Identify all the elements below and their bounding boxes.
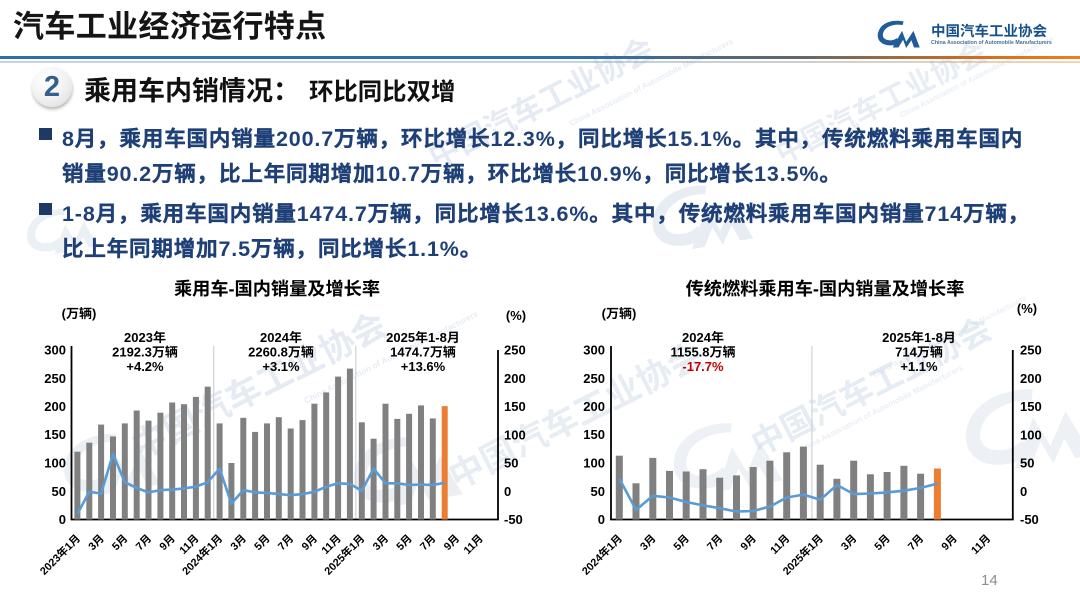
svg-text:11月: 11月 — [460, 531, 487, 558]
svg-text:11月: 11月 — [766, 531, 793, 558]
svg-text:200: 200 — [44, 396, 66, 415]
svg-text:150: 150 — [504, 396, 526, 415]
svg-text:150: 150 — [1020, 396, 1042, 415]
svg-text:3月: 3月 — [84, 531, 107, 554]
svg-text:7月: 7月 — [904, 531, 927, 554]
svg-text:3月: 3月 — [837, 531, 860, 554]
svg-text:2024年: 2024年 — [682, 327, 724, 346]
svg-text:250: 250 — [1020, 340, 1042, 359]
svg-text:50: 50 — [591, 481, 605, 500]
svg-text:5月: 5月 — [392, 531, 415, 554]
svg-text:+13.6%: +13.6% — [401, 356, 446, 375]
svg-text:200: 200 — [583, 396, 605, 415]
svg-text:0: 0 — [504, 481, 511, 500]
svg-text:3月: 3月 — [226, 531, 249, 554]
svg-text:+4.2%: +4.2% — [126, 356, 164, 375]
svg-text:2025年1-8月: 2025年1-8月 — [882, 327, 956, 346]
svg-text:300: 300 — [44, 340, 66, 359]
svg-text:7月: 7月 — [416, 531, 439, 554]
svg-text:1155.8万辆: 1155.8万辆 — [670, 342, 735, 361]
svg-text:250: 250 — [504, 340, 526, 359]
svg-text:2025年1-8月: 2025年1-8月 — [386, 327, 460, 346]
svg-text:9月: 9月 — [937, 531, 960, 554]
svg-text:9月: 9月 — [736, 531, 759, 554]
svg-text:0: 0 — [1020, 481, 1027, 500]
svg-text:(万辆): (万辆) — [62, 303, 97, 322]
svg-text:150: 150 — [583, 424, 605, 443]
svg-text:100: 100 — [583, 453, 605, 472]
svg-text:9月: 9月 — [298, 531, 321, 554]
svg-text:100: 100 — [1020, 424, 1042, 443]
svg-text:3月: 3月 — [369, 531, 392, 554]
svg-text:714万辆: 714万辆 — [895, 342, 943, 361]
svg-text:0: 0 — [59, 509, 66, 528]
svg-text:2023年1月: 2023年1月 — [36, 531, 84, 579]
svg-text:(万辆): (万辆) — [602, 303, 637, 322]
svg-text:传统燃料乘用车-国内销量及增长率: 传统燃料乘用车-国内销量及增长率 — [686, 275, 965, 301]
svg-text:5月: 5月 — [669, 531, 692, 554]
svg-text:(%): (%) — [506, 305, 526, 324]
svg-text:2192.3万辆: 2192.3万辆 — [112, 342, 178, 361]
svg-text:7月: 7月 — [132, 531, 155, 554]
svg-text:9月: 9月 — [440, 531, 463, 554]
svg-text:250: 250 — [583, 368, 605, 387]
svg-text:5月: 5月 — [250, 531, 273, 554]
svg-text:7月: 7月 — [703, 531, 726, 554]
svg-text:-50: -50 — [1020, 509, 1039, 528]
svg-text:100: 100 — [504, 424, 526, 443]
svg-text:+1.1%: +1.1% — [900, 356, 938, 375]
svg-text:150: 150 — [44, 424, 66, 443]
svg-text:7月: 7月 — [274, 531, 297, 554]
svg-text:50: 50 — [1020, 453, 1034, 472]
svg-text:50: 50 — [504, 453, 518, 472]
svg-text:200: 200 — [1020, 368, 1042, 387]
svg-text:2024年1月: 2024年1月 — [578, 531, 626, 579]
svg-text:2023年: 2023年 — [124, 327, 166, 346]
svg-text:(%): (%) — [1017, 298, 1037, 317]
svg-text:9月: 9月 — [155, 531, 178, 554]
svg-text:2024年: 2024年 — [260, 327, 302, 346]
svg-text:+3.1%: +3.1% — [262, 356, 300, 375]
svg-text:5月: 5月 — [108, 531, 131, 554]
svg-text:5月: 5月 — [870, 531, 893, 554]
svg-text:-17.7%: -17.7% — [682, 356, 724, 375]
svg-text:100: 100 — [44, 453, 66, 472]
svg-text:50: 50 — [52, 481, 66, 500]
svg-text:3月: 3月 — [636, 531, 659, 554]
svg-text:300: 300 — [583, 340, 605, 359]
svg-text:-50: -50 — [504, 509, 523, 528]
svg-text:2260.8万辆: 2260.8万辆 — [248, 342, 314, 361]
svg-text:乘用车-国内销量及增长率: 乘用车-国内销量及增长率 — [174, 275, 380, 301]
svg-text:11月: 11月 — [967, 531, 994, 558]
svg-text:1474.7万辆: 1474.7万辆 — [390, 342, 456, 361]
svg-text:250: 250 — [44, 368, 66, 387]
svg-text:0: 0 — [598, 509, 605, 528]
svg-text:200: 200 — [504, 368, 526, 387]
